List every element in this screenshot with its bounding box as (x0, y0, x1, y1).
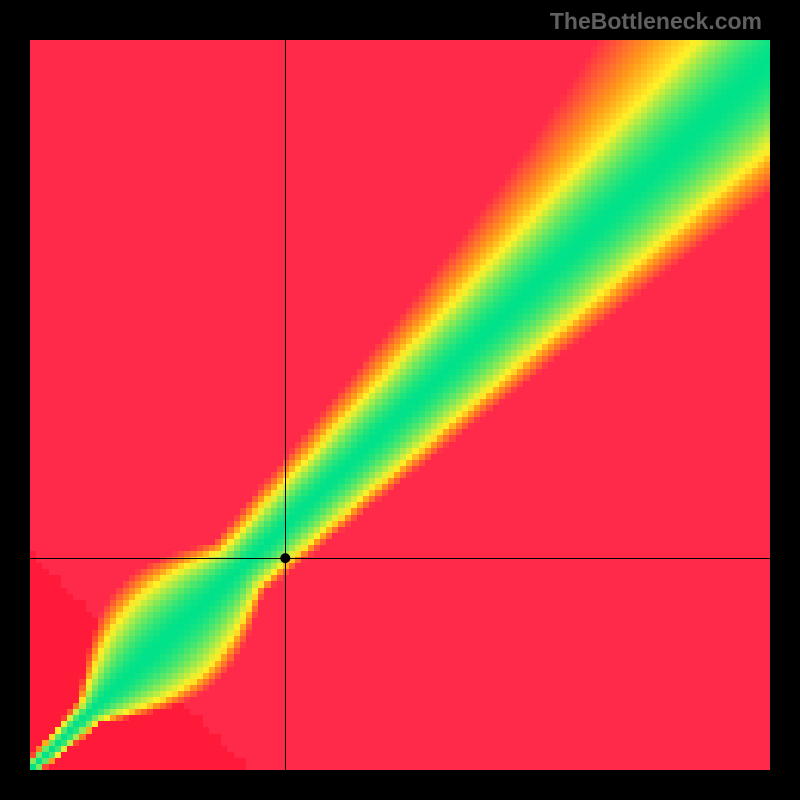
watermark-text: TheBottleneck.com (550, 8, 762, 35)
bottleneck-heatmap (30, 40, 770, 770)
chart-container: TheBottleneck.com (0, 0, 800, 800)
